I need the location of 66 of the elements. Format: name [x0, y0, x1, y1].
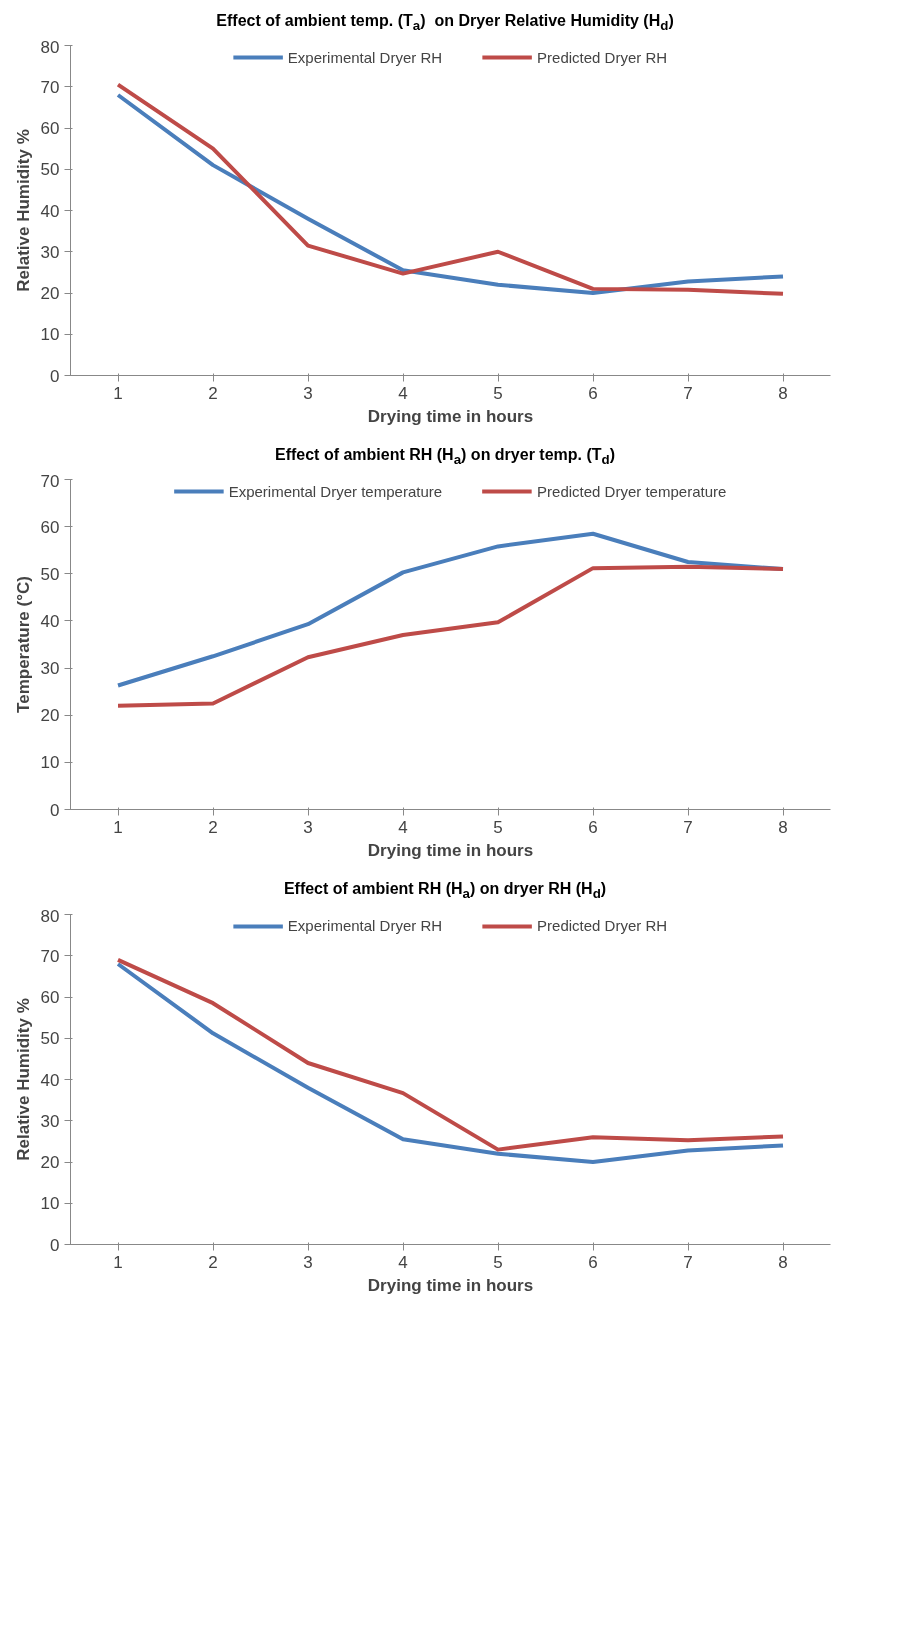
x-tick-label: 6 — [588, 817, 598, 837]
x-tick-label: 3 — [303, 817, 313, 837]
x-tick-label: 3 — [303, 383, 313, 403]
y-tick-label: 0 — [50, 800, 60, 820]
x-tick-label: 5 — [493, 1252, 503, 1272]
y-tick-label: 40 — [40, 1070, 60, 1090]
x-tick-label: 8 — [778, 383, 788, 403]
x-tick-label: 4 — [398, 383, 408, 403]
legend-label: Predicted Dryer RH — [537, 48, 668, 66]
x-tick-label: 2 — [208, 1252, 218, 1272]
chart-title: Effect of ambient temp. (T$_{a}$) on Dryer Relative Humidity (H$_{d}$) — [216, 11, 674, 36]
y-tick-label: 50 — [40, 565, 60, 585]
y-tick-label: 30 — [40, 659, 60, 679]
y-axis-title: Relative Humidity % — [13, 129, 33, 292]
y-tick-label: 60 — [40, 987, 60, 1007]
legend-label: Experimental Dryer RH — [287, 48, 443, 66]
x-tick-label: 4 — [398, 1252, 408, 1272]
y-tick-label: 10 — [40, 753, 60, 773]
y-tick-label: 10 — [40, 1193, 60, 1213]
chart-title: Effect of ambient RH (H$_{a}$) on dryer RH (H$_{d}$) — [283, 879, 607, 904]
legend-label: Predicted Dryer RH — [537, 917, 668, 935]
y-tick-label: 70 — [40, 946, 60, 966]
x-tick-label: 7 — [683, 1252, 693, 1272]
x-tick-label: 6 — [588, 1252, 598, 1272]
x-axis-title: Drying time in hours — [367, 840, 534, 860]
x-tick-label: 2 — [208, 383, 218, 403]
x-tick-label: 6 — [588, 383, 598, 403]
chart-title: Effect of ambient RH (H$_{a}$) on dryer temp. (T$_{d}$) — [274, 445, 616, 470]
y-tick-label: 0 — [50, 366, 60, 386]
legend-label: Experimental Dryer temperature — [228, 482, 443, 500]
x-tick-label: 7 — [683, 817, 693, 837]
y-tick-label: 60 — [40, 119, 60, 139]
y-tick-label: 40 — [40, 201, 60, 221]
legend-label: Predicted Dryer temperature — [537, 482, 727, 500]
y-axis-title: Relative Humidity % — [13, 997, 33, 1161]
y-tick-label: 0 — [50, 1235, 60, 1255]
x-tick-label: 1 — [113, 383, 123, 403]
y-axis-title: Temperature (°C) — [13, 576, 33, 714]
y-tick-label: 50 — [40, 160, 60, 180]
x-tick-label: 5 — [493, 817, 503, 837]
x-tick-label: 2 — [208, 817, 218, 837]
y-tick-label: 60 — [40, 518, 60, 538]
y-tick-label: 20 — [40, 706, 60, 726]
y-tick-label: 40 — [40, 612, 60, 632]
y-tick-label: 70 — [40, 77, 60, 97]
legend-label: Experimental Dryer RH — [287, 917, 443, 935]
y-tick-label: 10 — [40, 325, 60, 345]
y-tick-label: 20 — [40, 1152, 60, 1172]
x-tick-label: 7 — [683, 383, 693, 403]
y-tick-label: 80 — [40, 906, 60, 926]
x-tick-label: 8 — [778, 817, 788, 837]
x-tick-label: 3 — [303, 1252, 313, 1272]
y-tick-label: 30 — [40, 1111, 60, 1131]
y-tick-label: 20 — [40, 284, 60, 304]
line-series — [116, 565, 785, 709]
x-tick-label: 1 — [113, 1252, 123, 1272]
x-tick-label: 4 — [398, 817, 408, 837]
y-tick-label: 30 — [40, 242, 60, 262]
y-tick-label: 70 — [40, 471, 60, 491]
x-tick-label: 8 — [778, 1252, 788, 1272]
y-tick-label: 80 — [40, 37, 60, 57]
y-tick-label: 50 — [40, 1028, 60, 1048]
x-axis-title: Drying time in hours — [367, 1275, 534, 1295]
x-tick-label: 1 — [113, 817, 123, 837]
x-axis-title: Drying time in hours — [367, 406, 534, 426]
x-tick-label: 5 — [493, 383, 503, 403]
